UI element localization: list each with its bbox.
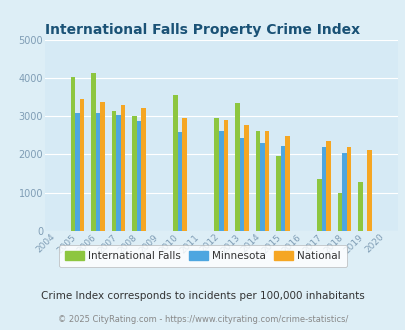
Bar [284,136,289,231]
Bar [136,121,141,231]
Bar [357,182,362,231]
Bar [111,111,116,231]
Bar [239,138,243,231]
Bar [275,156,280,231]
Bar [173,95,177,231]
Bar [341,153,346,231]
Bar [223,120,228,231]
Bar [100,102,104,231]
Bar [243,125,248,231]
Text: International Falls Property Crime Index: International Falls Property Crime Index [45,23,360,37]
Bar [70,77,75,231]
Bar [79,99,84,231]
Bar [182,118,187,231]
Bar [337,193,341,231]
Bar [141,108,145,231]
Bar [234,103,239,231]
Bar [132,116,136,231]
Text: © 2025 CityRating.com - https://www.cityrating.com/crime-statistics/: © 2025 CityRating.com - https://www.city… [58,315,347,324]
Bar [116,115,121,231]
Bar [91,73,96,231]
Bar [264,131,269,231]
Bar [218,131,223,231]
Bar [75,113,79,231]
Bar [121,106,125,231]
Bar [260,143,264,231]
Bar [346,147,350,231]
Legend: International Falls, Minnesota, National: International Falls, Minnesota, National [59,245,346,267]
Bar [280,146,284,231]
Text: Crime Index corresponds to incidents per 100,000 inhabitants: Crime Index corresponds to incidents per… [41,291,364,301]
Bar [321,147,325,231]
Bar [214,118,218,231]
Bar [177,132,182,231]
Bar [367,150,371,231]
Bar [96,113,100,231]
Bar [325,141,330,231]
Bar [255,131,260,231]
Bar [316,179,321,231]
